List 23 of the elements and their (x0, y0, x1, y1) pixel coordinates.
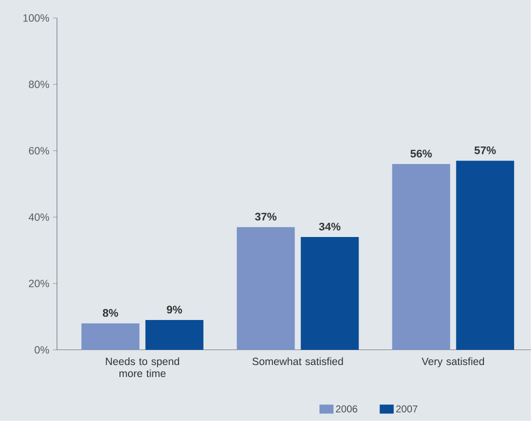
data-label: 56% (410, 150, 432, 158)
y-tick-label: 100% (23, 14, 50, 22)
data-label: 9% (166, 306, 182, 314)
x-tick-label: Needs to spend more time (106, 357, 180, 378)
data-label: 8% (102, 309, 118, 317)
y-tick-label: 0% (34, 346, 50, 354)
x-tick-label: Very satisfied (422, 357, 484, 368)
y-tick-label: 20% (28, 280, 50, 288)
bar (392, 164, 450, 350)
legend-label: 2007 (396, 405, 418, 413)
data-label: 34% (319, 222, 340, 231)
y-tick-label: 80% (28, 80, 50, 88)
x-tick-label: Somewhat satisfied (252, 357, 343, 366)
legend-label: 2006 (336, 405, 358, 413)
data-label: 57% (474, 146, 496, 154)
bar (81, 323, 140, 350)
y-tick-label: 60% (28, 147, 50, 155)
data-label: 37% (255, 212, 276, 221)
bar (236, 227, 295, 350)
bar (456, 160, 514, 350)
y-tick-label: 40% (28, 213, 50, 221)
bar (300, 237, 359, 350)
bar (145, 320, 204, 350)
